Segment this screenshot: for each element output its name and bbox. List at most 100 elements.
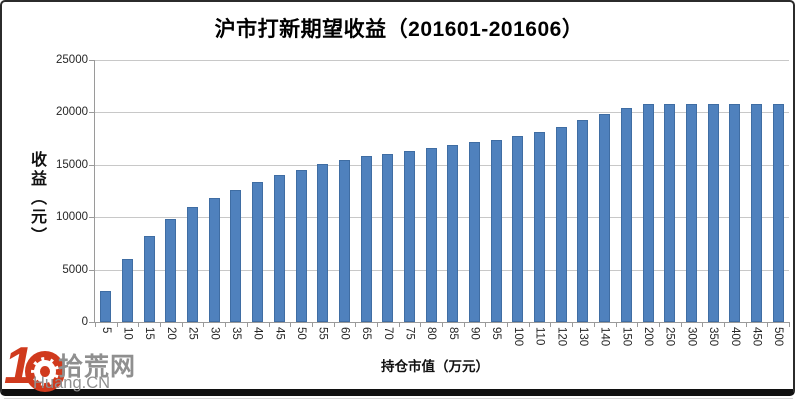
x-tick-label: 400 bbox=[728, 327, 741, 347]
bar bbox=[685, 104, 697, 322]
bar bbox=[252, 182, 264, 322]
x-tick-label: 40 bbox=[251, 327, 264, 340]
y-axis-tick bbox=[89, 269, 95, 271]
bar bbox=[100, 290, 112, 322]
x-tick-label: 50 bbox=[295, 327, 308, 340]
x-tick-label: 55 bbox=[316, 327, 329, 340]
bar bbox=[143, 236, 155, 322]
y-tick-label: 25000 bbox=[56, 54, 88, 66]
y-tick-label: 5000 bbox=[62, 263, 88, 276]
y-axis-tick bbox=[89, 164, 95, 166]
x-axis-tick bbox=[355, 323, 357, 327]
bar bbox=[230, 189, 242, 322]
x-axis-tick bbox=[203, 323, 205, 327]
gridline bbox=[95, 269, 789, 271]
x-tick-label: 25 bbox=[186, 327, 199, 340]
x-tick-label: 80 bbox=[425, 327, 438, 340]
x-axis-tick bbox=[789, 323, 790, 327]
bar bbox=[122, 258, 134, 322]
x-axis-tick bbox=[463, 323, 465, 327]
bar bbox=[577, 119, 589, 322]
x-axis-tick bbox=[658, 323, 660, 327]
x-axis-tick bbox=[181, 323, 183, 327]
bar bbox=[425, 148, 437, 322]
x-axis-tick bbox=[398, 323, 400, 327]
y-tick-label: 15000 bbox=[56, 158, 88, 171]
bar bbox=[750, 104, 762, 322]
y-tick-label: 20000 bbox=[56, 106, 88, 119]
x-tick-label: 250 bbox=[663, 327, 676, 347]
x-tick-label: 60 bbox=[338, 327, 351, 340]
bar bbox=[729, 104, 741, 322]
x-tick-label: 70 bbox=[381, 327, 394, 340]
x-axis-tick bbox=[572, 323, 574, 327]
plot-area bbox=[95, 60, 789, 322]
x-tick-label: 450 bbox=[750, 327, 763, 347]
x-axis-title: 持仓市值（万元） bbox=[381, 359, 489, 374]
y-axis-tick bbox=[89, 60, 95, 61]
x-tick-label: 15 bbox=[143, 327, 156, 340]
y-tick-label: 10000 bbox=[56, 211, 88, 224]
bar bbox=[469, 142, 481, 322]
bar bbox=[664, 104, 676, 322]
bar bbox=[317, 163, 329, 322]
x-axis-tick bbox=[745, 323, 747, 327]
x-axis-tick bbox=[95, 323, 96, 327]
x-tick-label: 100 bbox=[511, 327, 524, 347]
x-axis-tick bbox=[615, 323, 617, 327]
bar bbox=[707, 104, 719, 322]
bar bbox=[208, 198, 220, 322]
x-tick-label: 500 bbox=[772, 327, 785, 347]
bar bbox=[512, 135, 524, 322]
x-tick-label: 130 bbox=[576, 327, 589, 347]
bar bbox=[599, 113, 611, 322]
x-tick-label: 120 bbox=[555, 327, 568, 347]
x-tick-label: 200 bbox=[642, 327, 655, 347]
x-axis-tick bbox=[593, 323, 595, 327]
x-axis-line bbox=[95, 322, 790, 323]
bar bbox=[447, 144, 459, 322]
x-tick-label: 10 bbox=[121, 327, 134, 340]
bar bbox=[273, 175, 285, 322]
x-axis-tick bbox=[333, 323, 335, 327]
x-tick-label: 90 bbox=[468, 327, 481, 340]
x-tick-label: 20 bbox=[164, 327, 177, 340]
bar bbox=[642, 104, 654, 322]
chart-title: 沪市打新期望收益（201601-201606） bbox=[214, 18, 584, 41]
x-axis-tick bbox=[138, 323, 140, 327]
x-axis-tick bbox=[160, 323, 162, 327]
x-tick-label: 65 bbox=[360, 327, 373, 340]
x-tick-label: 85 bbox=[446, 327, 459, 340]
x-tick-label: 35 bbox=[229, 327, 242, 340]
x-axis-tick bbox=[528, 323, 530, 327]
bar bbox=[772, 104, 784, 322]
bar bbox=[534, 132, 546, 322]
bottom-edge-line bbox=[4, 398, 793, 399]
gear-icon bbox=[25, 351, 65, 392]
y-tick-label: 0 bbox=[81, 316, 88, 328]
watermark-domain: Huang.CN bbox=[33, 374, 111, 392]
y-axis-title: 收益（元） bbox=[28, 151, 45, 246]
x-tick-label: 300 bbox=[685, 327, 698, 347]
x-tick-label: 150 bbox=[620, 327, 633, 347]
bar bbox=[338, 159, 350, 322]
x-tick-label: 110 bbox=[533, 327, 546, 346]
y-axis-tick bbox=[89, 112, 95, 114]
bar bbox=[295, 169, 307, 322]
gridline bbox=[95, 60, 789, 61]
bar bbox=[165, 219, 177, 322]
bar bbox=[555, 126, 567, 322]
x-axis-tick bbox=[485, 323, 487, 327]
y-axis-tick bbox=[89, 322, 95, 323]
x-tick-label: 30 bbox=[208, 327, 221, 340]
gridline bbox=[95, 112, 789, 114]
bar bbox=[620, 107, 632, 322]
x-axis-tick bbox=[442, 323, 443, 327]
x-axis-tick bbox=[680, 323, 682, 327]
x-axis-tick bbox=[702, 323, 704, 327]
x-axis-tick bbox=[550, 323, 552, 327]
x-axis-tick bbox=[637, 323, 639, 327]
x-axis-tick bbox=[507, 323, 509, 327]
x-axis-tick bbox=[311, 323, 313, 327]
x-axis-tick bbox=[246, 323, 248, 327]
